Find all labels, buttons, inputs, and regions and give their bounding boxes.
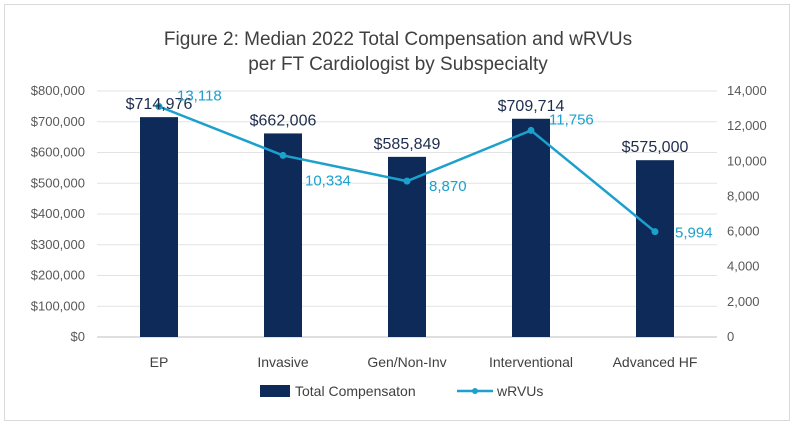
right-tick-label: 0 xyxy=(727,329,734,344)
category-label: EP xyxy=(150,354,169,370)
wrvus-point xyxy=(527,126,535,134)
right-tick-label: 12,000 xyxy=(727,118,767,133)
left-tick-label: $500,000 xyxy=(31,175,85,190)
left-tick-label: $400,000 xyxy=(31,206,85,221)
bar-series xyxy=(140,117,674,338)
wrvus-point xyxy=(403,177,411,185)
bar-value-label: $575,000 xyxy=(622,139,689,156)
legend: Total Compensaton wRVUs xyxy=(260,383,543,399)
left-tick-label: $200,000 xyxy=(31,268,85,283)
category-labels: EP Invasive Gen/Non-Inv Interventional Advan… xyxy=(150,354,698,370)
legend-swatch-wrvus-marker xyxy=(472,388,478,394)
line-series xyxy=(155,102,659,236)
wrvus-value-label: 8,870 xyxy=(429,178,467,195)
wrvus-value-label: 13,118 xyxy=(177,87,222,104)
chart-frame: Figure 2: Median 2022 Total Compensation… xyxy=(4,4,790,421)
left-tick-label: $800,000 xyxy=(31,83,85,98)
bar-gen-non-inv xyxy=(388,156,426,337)
bar-interventional xyxy=(512,118,550,338)
bar-value-label: $662,006 xyxy=(250,112,317,129)
category-label: Advanced HF xyxy=(613,354,698,370)
bar-value-label: $585,849 xyxy=(374,136,441,153)
wrvus-point xyxy=(155,102,163,110)
wrvus-value-label: 10,334 xyxy=(305,172,351,189)
right-tick-label: 8,000 xyxy=(727,188,760,203)
category-label: Interventional xyxy=(489,354,573,370)
left-axis-ticks: $0 $100,000 $200,000 $300,000 $400,000 $500,0… xyxy=(31,83,85,344)
category-label: Invasive xyxy=(257,354,309,370)
left-tick-label: $700,000 xyxy=(31,114,85,129)
left-tick-label: $600,000 xyxy=(31,145,85,160)
right-tick-label: 4,000 xyxy=(727,259,760,274)
bar-advanced-hf xyxy=(636,160,674,337)
bar-value-label: $709,714 xyxy=(498,98,565,115)
combo-chart: Figure 2: Median 2022 Total Compensation… xyxy=(31,29,767,399)
right-axis-ticks: 0 2,000 4,000 6,000 8,000 10,000 12,000 14,000 xyxy=(727,83,767,344)
right-tick-label: 10,000 xyxy=(727,153,767,168)
wrvus-value-label: 5,994 xyxy=(675,225,713,242)
right-tick-label: 2,000 xyxy=(727,294,760,309)
wrvus-value-label: 11,756 xyxy=(549,111,594,128)
bar-value-label: $714,976 xyxy=(126,96,193,113)
category-label: Gen/Non-Inv xyxy=(367,354,446,370)
legend-swatch-compensation xyxy=(260,385,290,397)
chart-subtitle: per FT Cardiologist by Subspecialty xyxy=(248,54,548,75)
legend-label-compensation: Total Compensaton xyxy=(295,383,416,399)
wrvus-point xyxy=(651,228,659,236)
left-tick-label: $100,000 xyxy=(31,298,85,313)
bar-ep xyxy=(140,117,178,337)
left-tick-label: $300,000 xyxy=(31,237,85,252)
wrvus-point xyxy=(279,151,287,159)
data-labels: $714,976 $662,006 $585,849 $709,714 $575,000… xyxy=(126,87,713,241)
chart-title: Figure 2: Median 2022 Total Compensation… xyxy=(164,29,632,50)
right-tick-label: 6,000 xyxy=(727,224,760,239)
bar-invasive xyxy=(264,133,302,337)
right-tick-label: 14,000 xyxy=(727,83,767,98)
left-tick-label: $0 xyxy=(71,329,85,344)
legend-label-wrvus: wRVUs xyxy=(496,383,543,399)
